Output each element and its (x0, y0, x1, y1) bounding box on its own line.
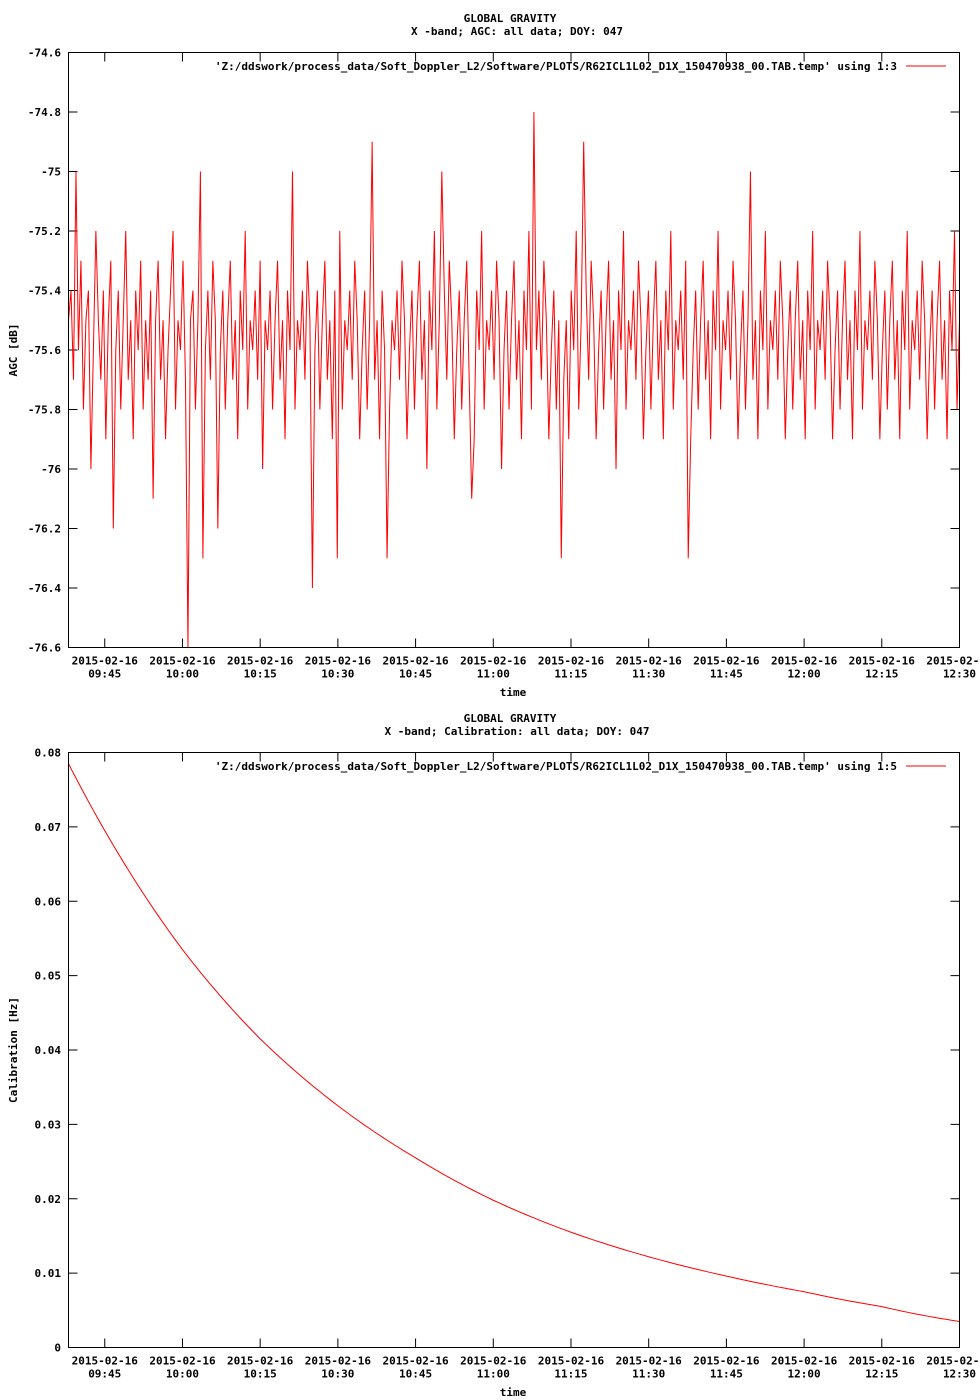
x-tick-date: 2015-02-16 (72, 655, 139, 668)
legend-label: 'Z:/ddswork/process_data/Soft_Doppler_L2… (215, 60, 897, 73)
y-tick-label: 0.03 (35, 1118, 62, 1131)
y-tick-label: -75.6 (28, 344, 61, 357)
x-axis-label: time (500, 686, 527, 699)
x-tick-time: 12:30 (943, 668, 976, 681)
y-tick-label: -75.4 (28, 285, 61, 298)
y-axis-label: AGC [dB] (7, 324, 20, 377)
y-tick-label: 0.04 (35, 1044, 62, 1057)
x-tick-time: 11:45 (710, 1368, 743, 1381)
x-tick-time: 11:15 (554, 1368, 587, 1381)
x-tick-date: 2015-02-16 (149, 1355, 216, 1368)
x-tick-time: 12:00 (788, 668, 821, 681)
x-tick-time: 10:45 (399, 668, 432, 681)
x-tick-time: 10:45 (399, 1368, 432, 1381)
x-tick-time: 11:45 (710, 668, 743, 681)
chart-title: GLOBAL GRAVITY (464, 712, 557, 725)
y-axis-label: Calibration [Hz] (7, 997, 20, 1103)
y-tick-label: -76.6 (28, 642, 61, 655)
x-tick-date: 2015-02-16 (227, 655, 294, 668)
x-tick-date: 2015-02-16 (616, 1355, 683, 1368)
x-tick-date: 2015-02-16 (382, 655, 449, 668)
chart-subtitle: X -band; AGC: all data; DOY: 047 (411, 25, 623, 38)
x-tick-date: 2015-02-16 (305, 655, 372, 668)
y-tick-label: -74.6 (28, 47, 61, 60)
x-tick-time: 11:00 (477, 668, 510, 681)
y-tick-label: -76.4 (28, 582, 61, 595)
x-axis-label: time (500, 1386, 527, 1399)
x-tick-time: 10:00 (166, 668, 199, 681)
x-tick-date: 2015-02-16 (616, 655, 683, 668)
x-tick-date: 2015-02-16 (72, 1355, 139, 1368)
x-tick-time: 09:45 (88, 1368, 121, 1381)
plot-frame (68, 752, 960, 1348)
x-tick-date: 2015-02-16 (771, 1355, 838, 1368)
y-tick-label: -75.8 (28, 404, 61, 417)
plot-frame (68, 52, 960, 648)
y-tick-label: 0.02 (35, 1193, 62, 1206)
x-tick-date: 2015-02-16 (926, 1355, 980, 1368)
y-tick-label: -74.8 (28, 106, 61, 119)
x-tick-date: 2015-02-16 (460, 1355, 527, 1368)
x-tick-time: 12:30 (943, 1368, 976, 1381)
chart-title: GLOBAL GRAVITY (464, 12, 557, 25)
x-tick-date: 2015-02-16 (849, 655, 916, 668)
x-tick-date: 2015-02-16 (227, 1355, 294, 1368)
series-line (68, 763, 960, 1322)
y-tick-label: 0.01 (35, 1267, 62, 1280)
y-tick-label: 0.05 (35, 970, 62, 983)
calibration-chart: GLOBAL GRAVITY X -band; Calibration: all… (7, 712, 980, 1399)
x-tick-date: 2015-02-16 (460, 655, 527, 668)
y-tick-label: 0.08 (35, 747, 62, 760)
x-tick-time: 10:30 (321, 1368, 354, 1381)
y-tick-label: 0 (54, 1342, 61, 1355)
series-line (68, 111, 960, 648)
x-tick-date: 2015-02-16 (538, 655, 605, 668)
x-tick-time: 11:30 (632, 668, 665, 681)
x-tick-time: 10:15 (244, 668, 277, 681)
x-tick-time: 10:30 (321, 668, 354, 681)
x-ticks: 2015-02-1609:452015-02-1610:002015-02-16… (72, 752, 980, 1381)
y-ticks: 0.08 0.07 0.06 0.05 0.04 0.03 0.02 0.01 0 (35, 747, 960, 1355)
y-tick-label: -75.2 (28, 225, 61, 238)
y-tick-label: 0.07 (35, 821, 62, 834)
x-tick-time: 11:00 (477, 1368, 510, 1381)
x-tick-time: 10:15 (244, 1368, 277, 1381)
x-tick-date: 2015-02-16 (926, 655, 980, 668)
chart-subtitle: X -band; Calibration: all data; DOY: 047 (385, 725, 650, 738)
legend-label: 'Z:/ddswork/process_data/Soft_Doppler_L2… (215, 760, 897, 773)
x-tick-date: 2015-02-16 (538, 1355, 605, 1368)
x-tick-date: 2015-02-16 (849, 1355, 916, 1368)
x-tick-time: 10:00 (166, 1368, 199, 1381)
x-tick-date: 2015-02-16 (771, 655, 838, 668)
x-ticks: 2015-02-1609:452015-02-1610:002015-02-16… (72, 52, 980, 681)
y-tick-label: 0.06 (35, 895, 62, 908)
x-tick-date: 2015-02-16 (693, 655, 760, 668)
y-tick-label: -75 (41, 166, 61, 179)
x-tick-time: 12:15 (865, 668, 898, 681)
x-tick-time: 12:00 (788, 1368, 821, 1381)
x-tick-date: 2015-02-16 (149, 655, 216, 668)
x-tick-time: 12:15 (865, 1368, 898, 1381)
y-tick-label: -76.2 (28, 523, 61, 536)
x-tick-time: 11:30 (632, 1368, 665, 1381)
y-ticks: -74.6 -74.8 -75 -75.2 -75.4 -75.6 -75.8 -76 -76.… (28, 47, 960, 655)
y-tick-label: -76 (41, 463, 61, 476)
x-tick-time: 09:45 (88, 668, 121, 681)
x-tick-date: 2015-02-16 (382, 1355, 449, 1368)
agc-chart: GLOBAL GRAVITY X -band; AGC: all data; D… (7, 12, 980, 699)
x-tick-date: 2015-02-16 (693, 1355, 760, 1368)
x-tick-time: 11:15 (554, 668, 587, 681)
x-tick-date: 2015-02-16 (305, 1355, 372, 1368)
